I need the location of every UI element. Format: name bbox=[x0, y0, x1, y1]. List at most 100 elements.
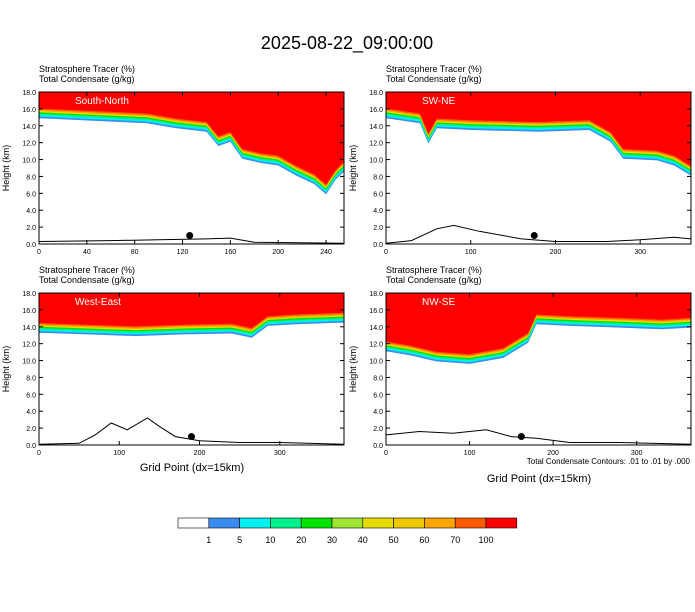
y-tick-label: 12.0 bbox=[22, 141, 36, 148]
y-tick-label: 0.0 bbox=[373, 242, 383, 249]
plot-area bbox=[386, 293, 691, 445]
x-tick-label: 200 bbox=[194, 450, 206, 457]
y-axis-label: Height (km) bbox=[1, 145, 11, 192]
y-tick-label: 10.0 bbox=[22, 359, 36, 366]
colorbar-box bbox=[270, 517, 302, 529]
tracer-band-7 bbox=[39, 92, 344, 185]
terrain-profile bbox=[39, 417, 344, 445]
y-tick-label: 14.0 bbox=[22, 124, 36, 131]
colorbar-label: 100 bbox=[478, 535, 493, 545]
panels: Stratosphere Tracer (%)Total Condensate … bbox=[1, 64, 692, 457]
x-axis-label-left: Grid Point (dx=15km) bbox=[140, 462, 244, 474]
y-tick-label: 18.0 bbox=[22, 90, 36, 97]
x-tick-label: 100 bbox=[464, 450, 476, 457]
y-tick-label: 12.0 bbox=[369, 342, 383, 349]
panel-south-north: Stratosphere Tracer (%)Total Condensate … bbox=[1, 64, 345, 256]
y-tick-label: 6.0 bbox=[373, 191, 383, 198]
y-tick-label: 2.0 bbox=[26, 426, 36, 433]
x-tick-label: 300 bbox=[631, 450, 643, 457]
cross-section-label: SW-NE bbox=[422, 96, 455, 107]
tracer-band-7 bbox=[386, 293, 691, 355]
x-tick-label: 300 bbox=[274, 450, 286, 457]
x-tick-label: 200 bbox=[550, 249, 562, 256]
colorbar-box bbox=[239, 517, 271, 529]
colorbar-box bbox=[331, 517, 364, 529]
y-tick-label: 8.0 bbox=[373, 375, 383, 382]
y-tick-label: 4.0 bbox=[373, 208, 383, 215]
colorbar-box bbox=[208, 517, 240, 529]
y-tick-label: 14.0 bbox=[369, 325, 383, 332]
x-tick-label: 240 bbox=[320, 249, 332, 256]
plot-area bbox=[39, 293, 344, 445]
colorbar-label: 20 bbox=[296, 535, 306, 545]
terrain-profile bbox=[386, 429, 691, 445]
colorbar-label: 30 bbox=[327, 535, 337, 545]
panel-header-tracer: Stratosphere Tracer (%) bbox=[39, 64, 135, 74]
colorbar-box bbox=[393, 517, 425, 529]
y-axis-label: Height (km) bbox=[1, 346, 11, 393]
x-tick-label: 300 bbox=[634, 249, 646, 256]
colorbar-label: 10 bbox=[265, 535, 275, 545]
x-tick-label: 100 bbox=[465, 249, 477, 256]
colorbar-box bbox=[485, 517, 518, 529]
cross-section-label: South-North bbox=[75, 96, 129, 107]
colorbar-box bbox=[300, 517, 333, 529]
x-tick-label: 0 bbox=[37, 249, 41, 256]
y-tick-label: 2.0 bbox=[373, 225, 383, 232]
figure-title: 2025-08-22_09:00:00 bbox=[261, 33, 433, 54]
x-tick-label: 0 bbox=[384, 249, 388, 256]
terrain-profile bbox=[39, 237, 344, 244]
cross-section-label: NW-SE bbox=[422, 297, 455, 308]
x-tick-label: 0 bbox=[37, 450, 41, 457]
y-tick-label: 16.0 bbox=[369, 107, 383, 114]
y-tick-label: 2.0 bbox=[26, 225, 36, 232]
y-tick-label: 18.0 bbox=[22, 291, 36, 298]
y-tick-label: 16.0 bbox=[369, 308, 383, 315]
tracer-band-7 bbox=[386, 92, 691, 166]
location-marker bbox=[188, 433, 195, 441]
panel-header-tracer: Stratosphere Tracer (%) bbox=[386, 64, 482, 74]
location-marker bbox=[517, 433, 525, 441]
y-tick-label: 0.0 bbox=[373, 443, 383, 450]
x-tick-label: 40 bbox=[83, 249, 91, 256]
y-tick-label: 4.0 bbox=[26, 208, 36, 215]
panel-header-tracer: Stratosphere Tracer (%) bbox=[386, 265, 482, 275]
y-tick-label: 6.0 bbox=[373, 392, 383, 399]
colorbar-label: 40 bbox=[358, 535, 368, 545]
panel-west-east: Stratosphere Tracer (%)Total Condensate … bbox=[1, 265, 345, 457]
x-tick-label: 120 bbox=[177, 249, 189, 256]
plot-area bbox=[39, 92, 344, 244]
plot-frame bbox=[38, 292, 345, 446]
plot-area bbox=[386, 92, 691, 244]
x-tick-label: 80 bbox=[131, 249, 139, 256]
y-axis-label: Height (km) bbox=[348, 145, 358, 192]
colorbar-label: 60 bbox=[419, 535, 429, 545]
colorbar-label: 50 bbox=[389, 535, 399, 545]
plot-frame bbox=[385, 292, 692, 446]
y-axis-label: Height (km) bbox=[348, 346, 358, 393]
panel-header-condensate: Total Condensate (g/kg) bbox=[39, 275, 135, 285]
y-tick-label: 10.0 bbox=[369, 359, 383, 366]
panel-header-condensate: Total Condensate (g/kg) bbox=[386, 275, 482, 285]
colorbar-box bbox=[424, 517, 456, 529]
terrain-profile bbox=[386, 224, 691, 244]
x-tick-label: 160 bbox=[225, 249, 237, 256]
plot-frame bbox=[38, 91, 345, 245]
panel-sw-ne: Stratosphere Tracer (%)Total Condensate … bbox=[348, 64, 692, 256]
x-axis-label-right: Grid Point (dx=15km) bbox=[487, 473, 591, 485]
y-tick-label: 6.0 bbox=[26, 392, 36, 399]
contour-footnote: Total Condensate Contours: .01 to .01 by… bbox=[527, 457, 691, 466]
location-marker bbox=[530, 232, 538, 240]
y-tick-label: 14.0 bbox=[22, 325, 36, 332]
panel-header-condensate: Total Condensate (g/kg) bbox=[39, 74, 135, 84]
colorbar-label: 70 bbox=[450, 535, 460, 545]
y-tick-label: 6.0 bbox=[26, 191, 36, 198]
panel-header-condensate: Total Condensate (g/kg) bbox=[386, 74, 482, 84]
plot-frame bbox=[385, 91, 692, 245]
x-tick-label: 200 bbox=[547, 450, 559, 457]
y-tick-label: 14.0 bbox=[369, 124, 383, 131]
y-tick-label: 8.0 bbox=[26, 375, 36, 382]
y-tick-label: 4.0 bbox=[26, 409, 36, 416]
colorbar-box bbox=[362, 517, 394, 529]
